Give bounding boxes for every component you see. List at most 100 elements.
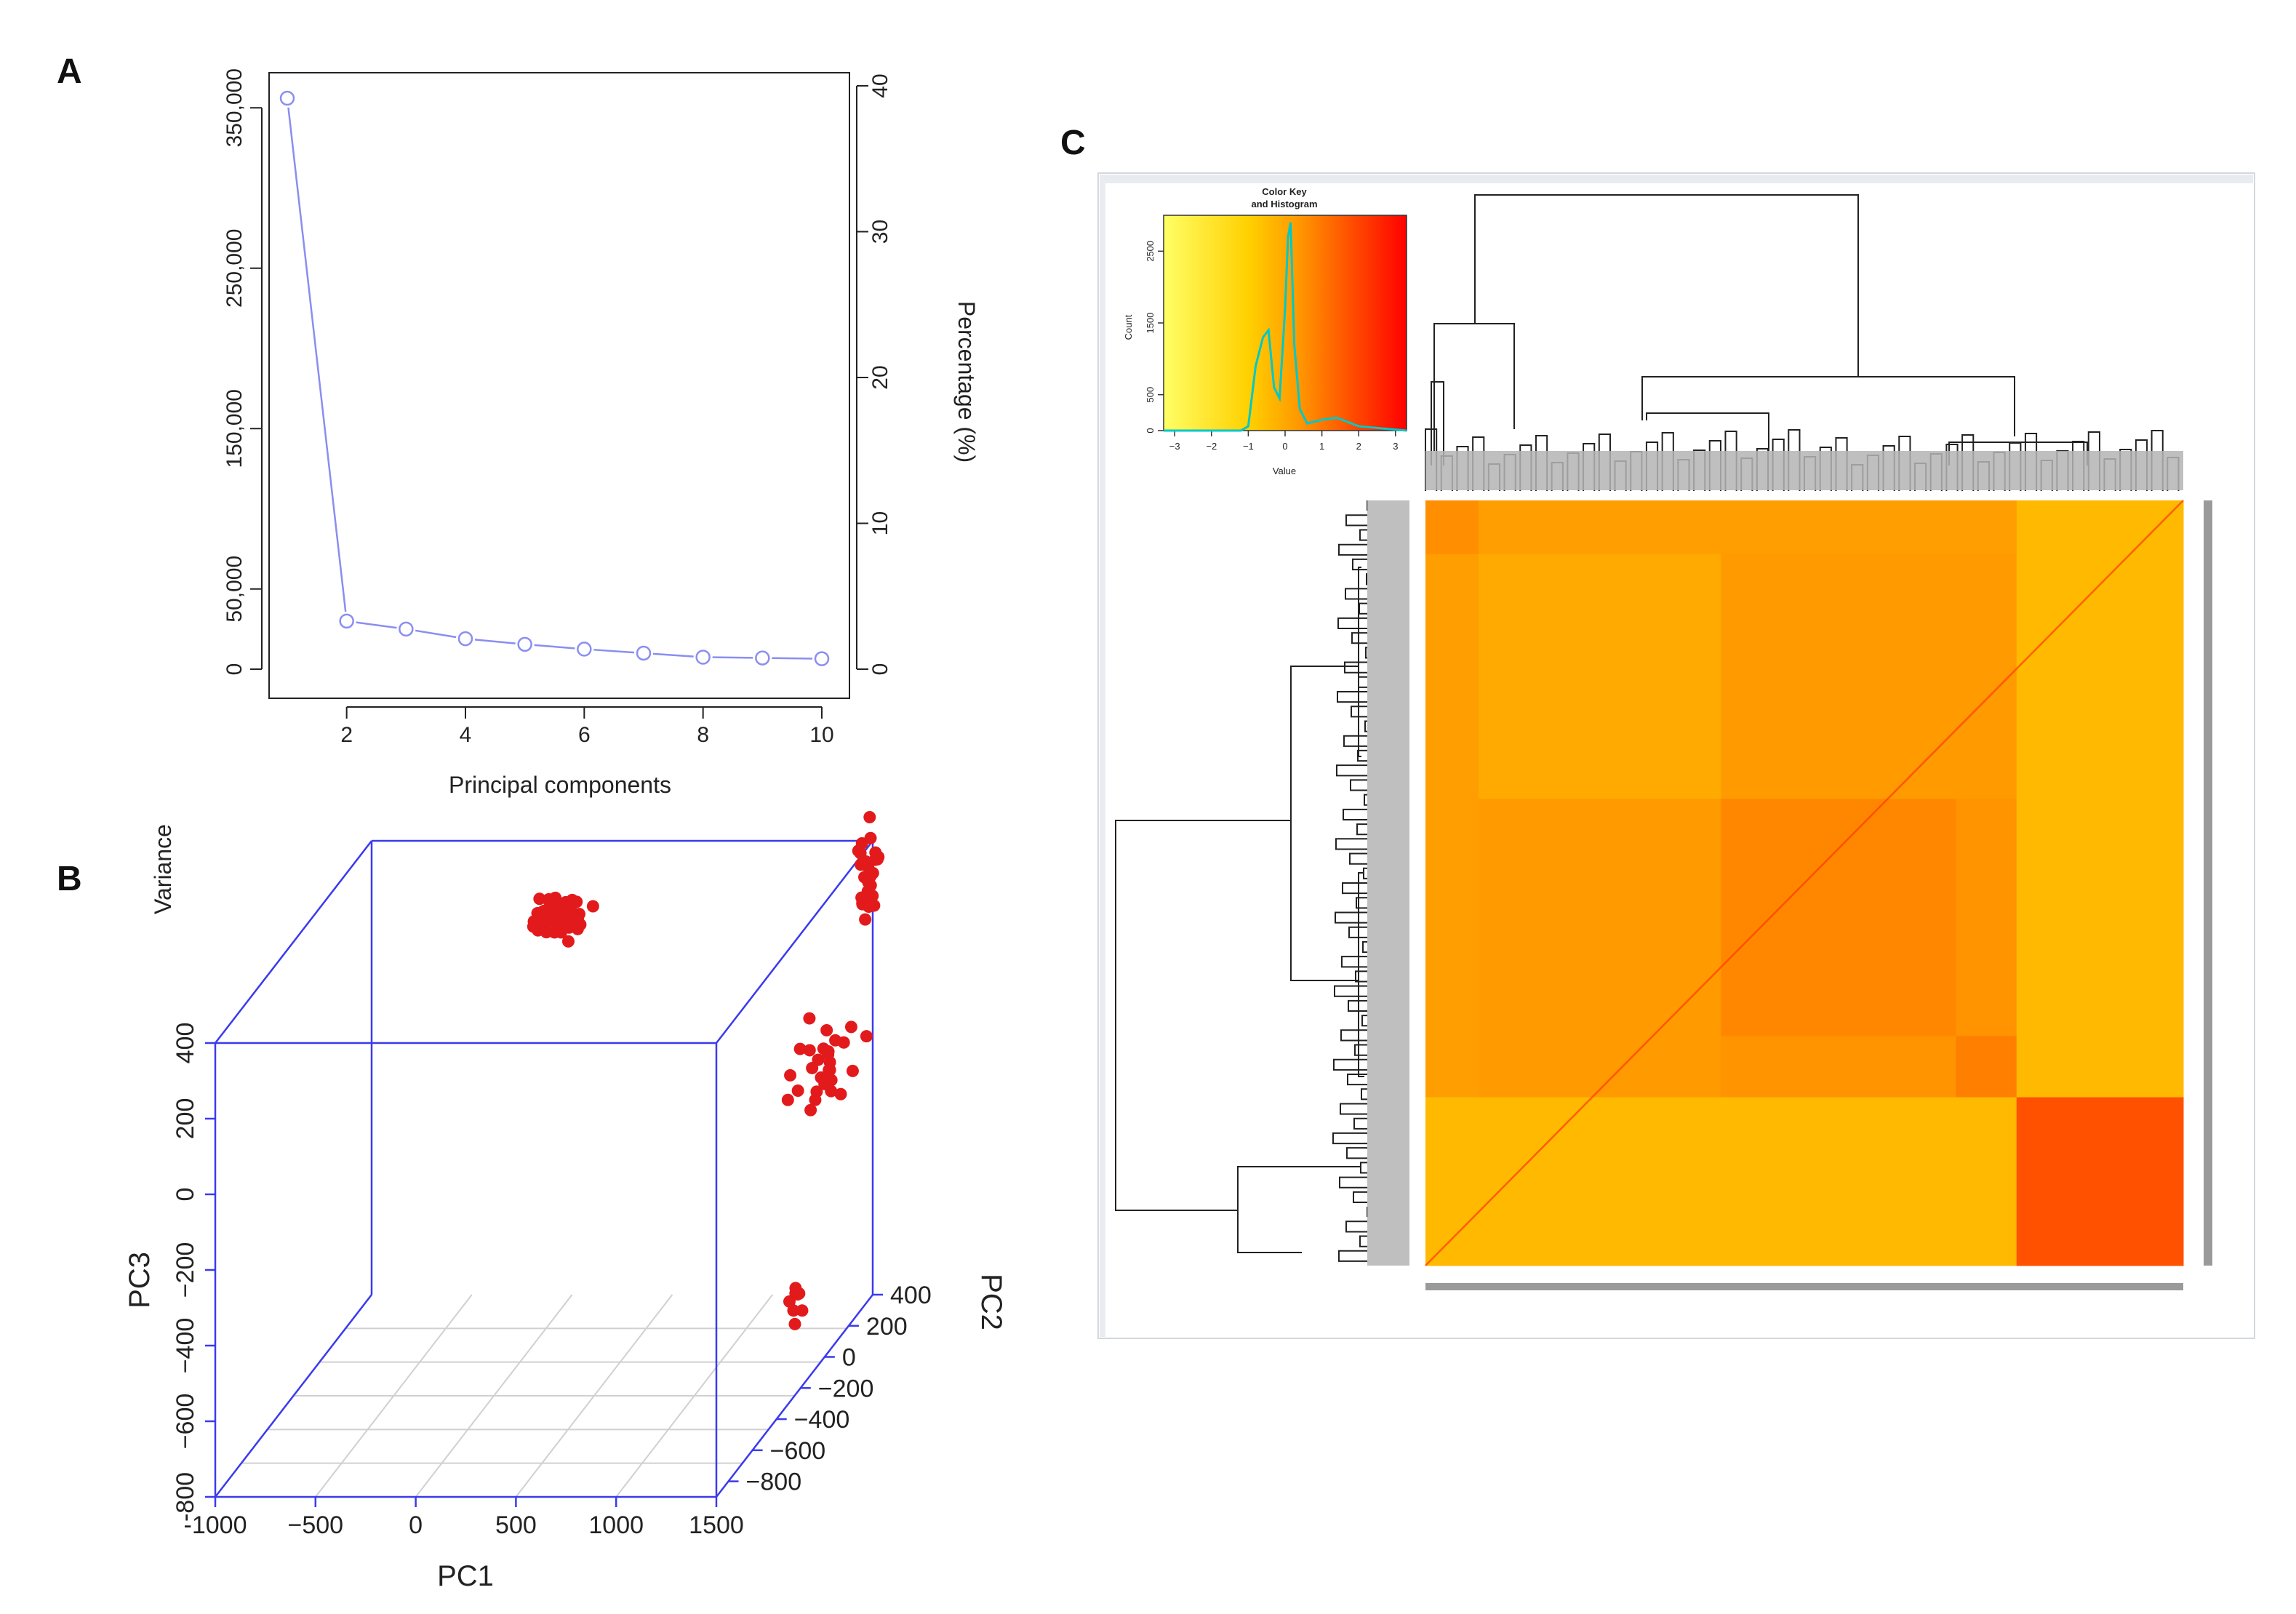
- scatter-point: [863, 900, 876, 914]
- dendro-leaf: [1356, 823, 1367, 836]
- dendro-leaf: [1349, 852, 1367, 865]
- scatter-point: [820, 1023, 833, 1036]
- heatmap-block: [1721, 1036, 1956, 1098]
- pc1-tick-label: 0: [409, 1511, 423, 1539]
- value-histogram: [1164, 222, 1407, 432]
- dendro-leaf: [1339, 1176, 1367, 1188]
- dendro-leaf: [1364, 720, 1367, 732]
- heatmap-block: [2016, 799, 2184, 1036]
- color-key-xlabel: Value: [1273, 466, 1296, 476]
- dendro-leaf: [1360, 1162, 1367, 1174]
- pc3-tick-label: −200: [172, 1242, 199, 1298]
- row-leaf-fan: [1367, 500, 1409, 1266]
- scatter-point: [863, 811, 876, 824]
- variance-tick-label: 250,000: [223, 229, 247, 308]
- component-axis-label: Principal components: [449, 772, 671, 798]
- scatter-point: [804, 1103, 817, 1116]
- scatter-point: [860, 1030, 873, 1043]
- variance-point: [399, 621, 414, 637]
- dendro-leaf: [1351, 632, 1367, 644]
- color-key-xtick-label: 3: [1393, 441, 1398, 452]
- scatter-point: [834, 1087, 847, 1100]
- heatmap-block: [1425, 1097, 1479, 1266]
- dendro-branch: [1237, 1166, 1361, 1253]
- heatmap-block: [1478, 1036, 1721, 1098]
- dendro-branch: [1646, 412, 1769, 451]
- heatmap-block: [1425, 500, 1479, 555]
- heatmap-block: [1478, 799, 1721, 1036]
- column-leaf-fan: [1425, 451, 2183, 490]
- variance-axis: 0 50,000 150,000 250,000 350,000: [223, 68, 263, 675]
- dendro-leaf: [1338, 543, 1367, 556]
- dendro-branch: [1115, 820, 1291, 1211]
- pc1-axis-label: PC1: [437, 1560, 494, 1592]
- dendro-leaf: [1364, 794, 1367, 806]
- dendro-leaf: [1354, 1044, 1367, 1056]
- color-key-ylabel: Count: [1123, 314, 1134, 340]
- pc1-tick-label: −500: [288, 1511, 344, 1539]
- scatter-point: [806, 1061, 819, 1074]
- dendro-branch: [1290, 666, 1359, 981]
- scatter-point: [844, 1020, 857, 1034]
- sample-labels: [1367, 451, 2212, 1290]
- dendro-leaf: [1348, 926, 1367, 938]
- dendro-leaf: [1358, 676, 1367, 688]
- component-tick-label: 8: [697, 723, 709, 747]
- dendro-leaf: [1359, 602, 1367, 615]
- scatter-point: [586, 900, 599, 913]
- percentage-axis: 0 10 20 30 40: [856, 73, 892, 675]
- color-key-xtick-label: 0: [1282, 441, 1287, 452]
- scree-plot: 0 50,000 150,000 250,000 350,000 0 10 20 30 40 2…: [150, 68, 980, 914]
- color-key-xtick-label: −1: [1243, 441, 1254, 452]
- heatmap-block: [1956, 799, 2017, 1036]
- variance-tick-label: 350,000: [223, 68, 247, 147]
- color-key-ytick-label: 2500: [1145, 241, 1156, 262]
- scatter-point: [565, 911, 578, 924]
- heatmap-block: [1721, 500, 1956, 555]
- variance-tick-label: 150,000: [223, 389, 247, 468]
- variance-axis-label: Variance: [150, 824, 176, 914]
- scatter-point: [544, 906, 557, 919]
- heatmap-block: [2016, 554, 2184, 799]
- dendro-leaf: [1350, 779, 1367, 791]
- dendro-leaf: [1361, 1088, 1367, 1100]
- scatter-points: [527, 811, 885, 1330]
- scatter-point: [784, 1068, 797, 1082]
- panel-label-b: B: [57, 860, 82, 898]
- pc3-tick-label: −600: [172, 1394, 199, 1450]
- variance-tick-label: 50,000: [223, 556, 247, 623]
- scatter-point: [859, 913, 872, 926]
- color-key-ytick-label: 1500: [1145, 313, 1156, 334]
- heatmap-block: [1721, 554, 1956, 799]
- heatmap-diagonal: [1425, 500, 2184, 1266]
- scatter-point: [864, 831, 877, 844]
- color-key: Color Key and Histogram Value Count −3 −2…: [1123, 186, 1407, 476]
- dendro-leaf: [1353, 1117, 1367, 1130]
- variance-series: [279, 90, 830, 666]
- scatter-point: [571, 922, 584, 935]
- scatter-point: [553, 913, 567, 926]
- percentage-tick-label: 30: [868, 220, 892, 244]
- dendro-leaf: [1335, 911, 1367, 924]
- component-tick-label: 2: [340, 723, 353, 747]
- scatter-point: [781, 1093, 794, 1106]
- scatter-point: [803, 1044, 816, 1057]
- row-label-strip: [2204, 500, 2212, 1266]
- heatmap-window-sidebar: [1100, 175, 1105, 1337]
- color-key-ytick-label: 500: [1145, 387, 1156, 403]
- heatmap-block: [1956, 554, 2017, 799]
- dendro-leaf: [1346, 1147, 1367, 1159]
- color-key-xtick-label: 1: [1319, 441, 1324, 452]
- dendro-leaf: [1363, 867, 1367, 879]
- variance-point: [814, 651, 830, 666]
- heatmap-window-topbar: [1100, 175, 2253, 183]
- pc1-tick-label: 1000: [588, 1511, 644, 1539]
- percentage-tick-label: 20: [868, 365, 892, 389]
- dendro-leaf: [1355, 970, 1367, 983]
- percentage-tick-label: 10: [868, 511, 892, 535]
- row-dendrogram: [1115, 500, 1368, 1262]
- dendro-leaf: [1345, 1221, 1367, 1233]
- pc1-tick-label: 1500: [689, 1511, 744, 1539]
- dendro-leaf: [1345, 588, 1367, 600]
- component-tick-label: 6: [578, 723, 591, 747]
